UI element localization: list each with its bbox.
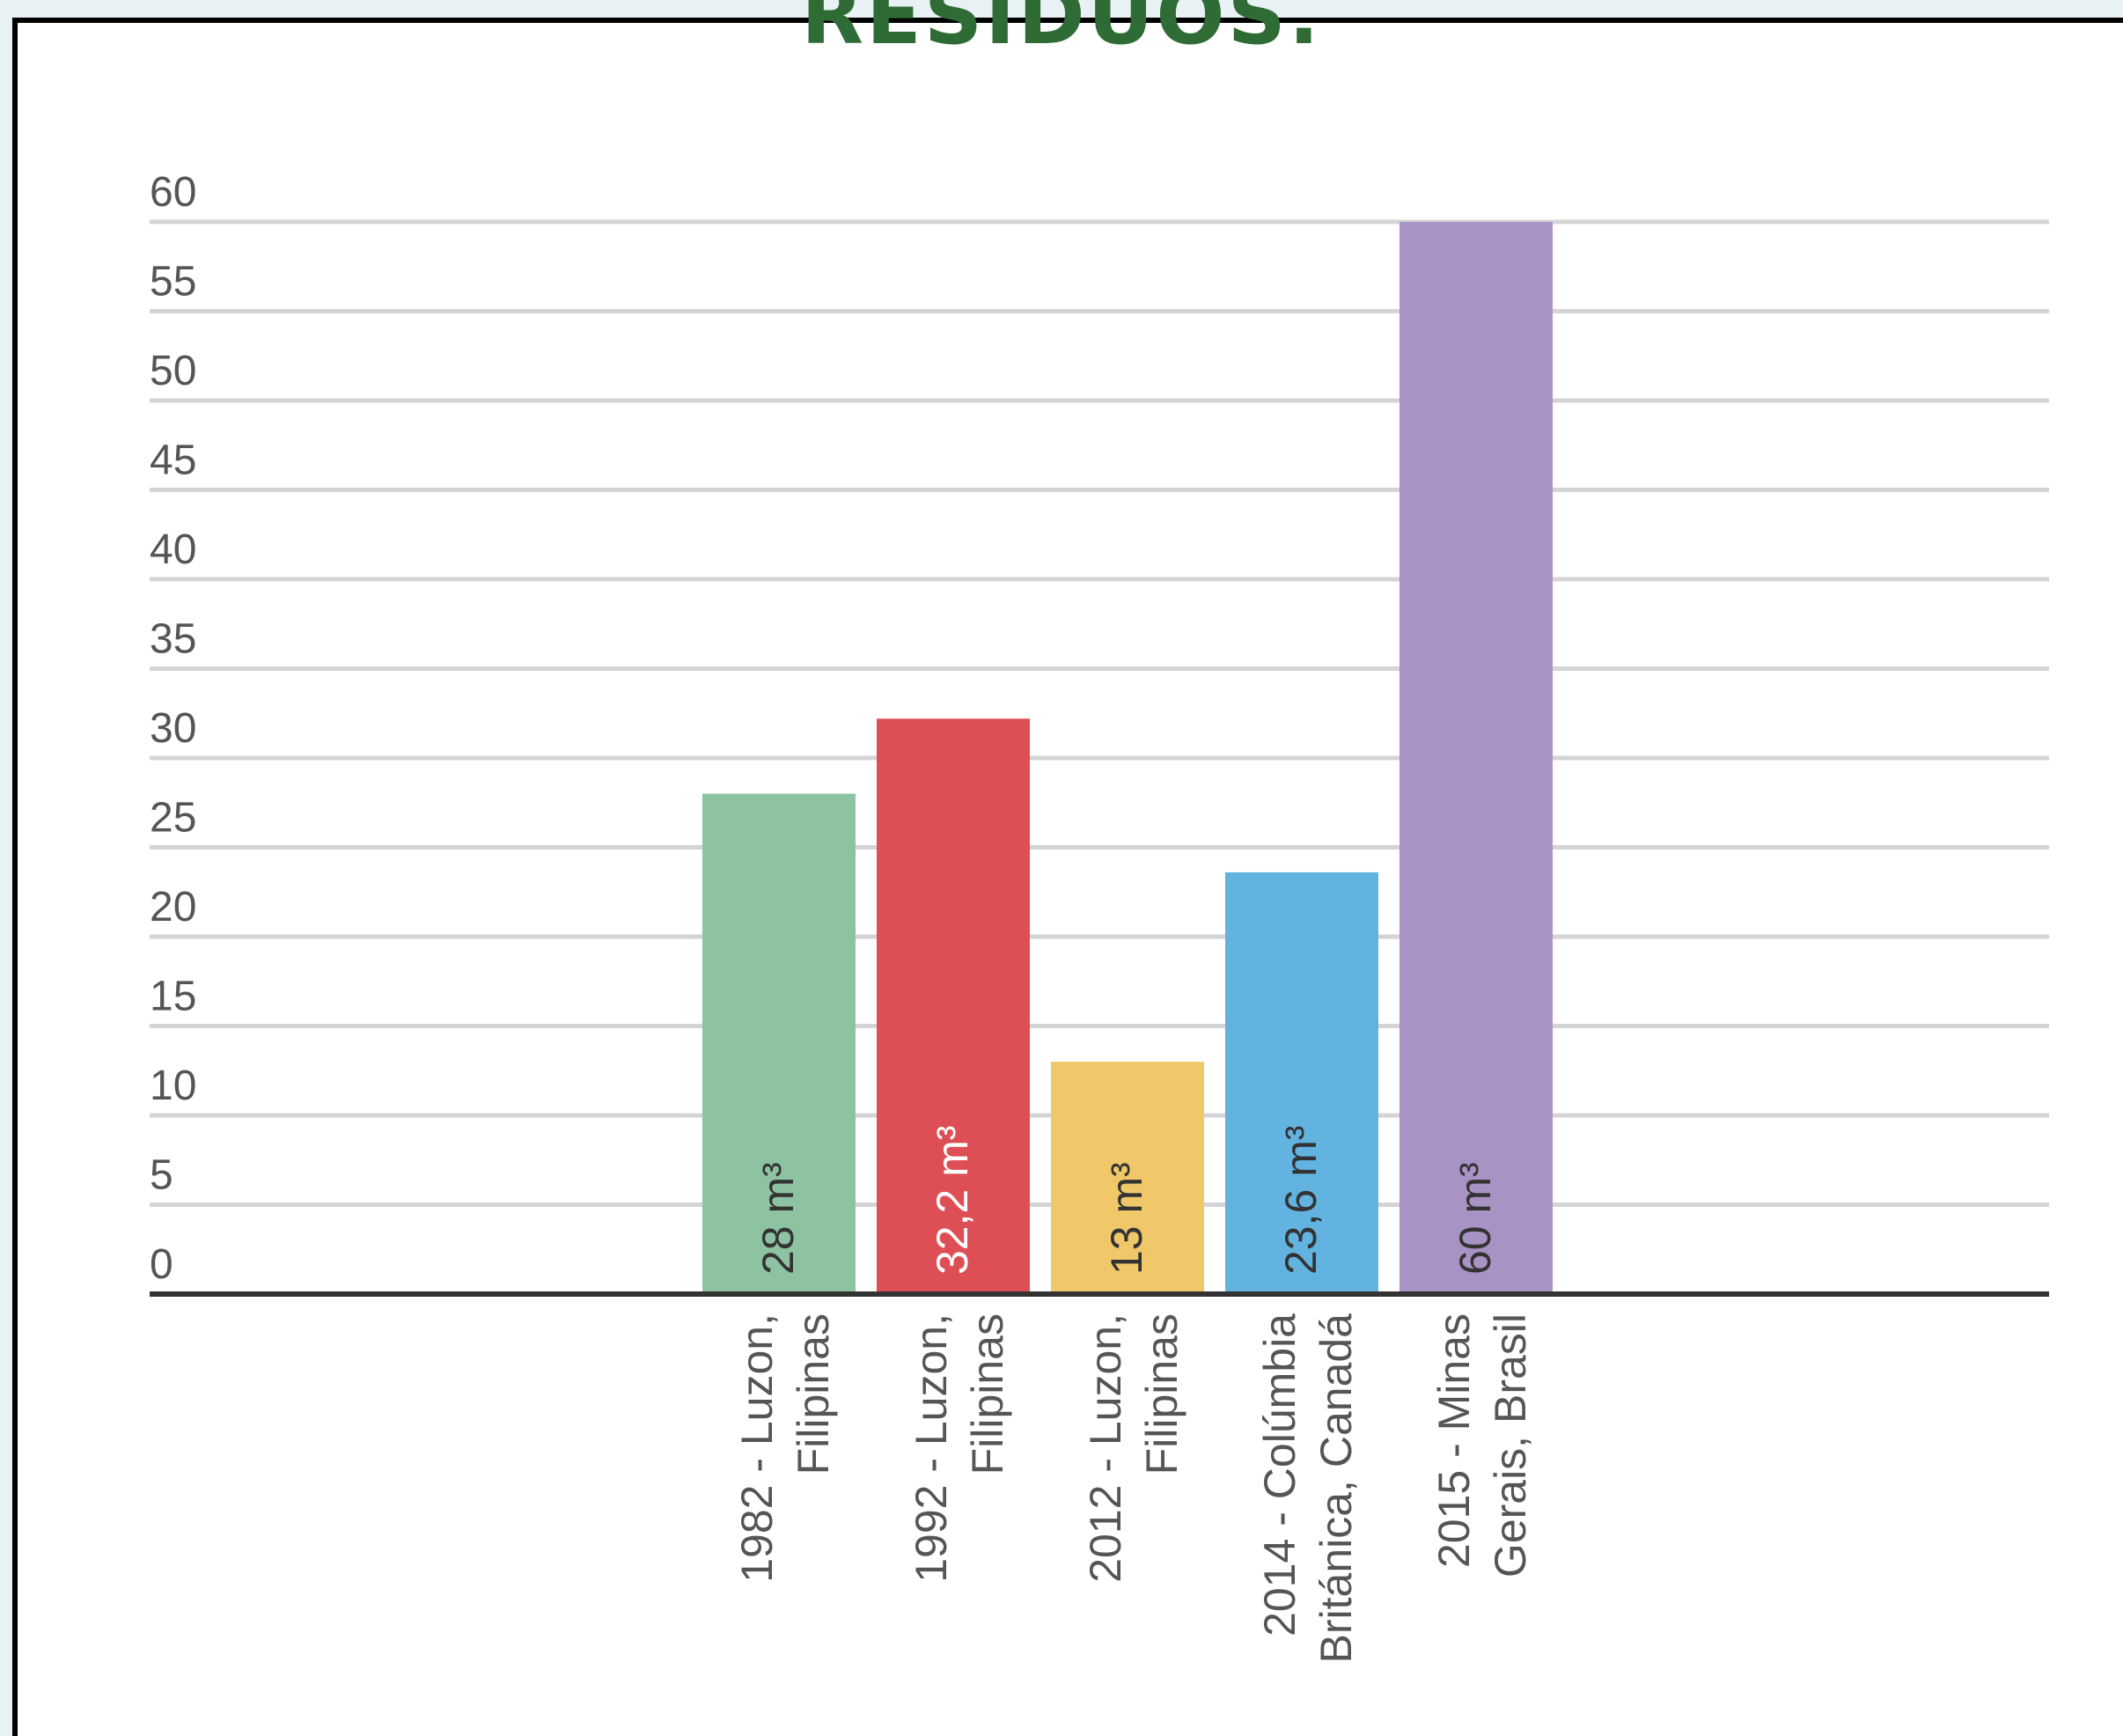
x-category-label: Filipinas	[1137, 1313, 1186, 1475]
bar-value-label: 60 m³	[1451, 1162, 1500, 1275]
y-tick-label: 50	[150, 348, 196, 394]
bar	[702, 793, 856, 1294]
x-category-label: Gerais, Brasil	[1486, 1313, 1535, 1578]
y-tick-label: 0	[150, 1241, 173, 1288]
y-tick-label: 40	[150, 526, 196, 573]
y-tick-label: 10	[150, 1063, 196, 1109]
y-tick-label: 55	[150, 259, 196, 305]
y-tick-label: 20	[150, 884, 196, 931]
gridlines	[150, 219, 2049, 1207]
chart-panel	[12, 18, 2123, 1736]
y-tick-label: 5	[150, 1152, 173, 1199]
x-category-label: 2015 - Minas	[1429, 1313, 1479, 1568]
y-tick-label: 60	[150, 169, 196, 216]
bar	[1051, 1062, 1204, 1294]
x-category-label: 1992 - Luzon,	[907, 1313, 956, 1583]
x-category-label: Británica, Canadá	[1311, 1313, 1361, 1664]
y-tick-label: 35	[150, 616, 196, 663]
bar-value-label: 13 m³	[1102, 1162, 1151, 1275]
y-tick-label: 45	[150, 438, 196, 484]
bar	[877, 718, 1030, 1294]
y-tick-label: 25	[150, 795, 196, 842]
bars: 28 m³ 32,2 m³ 13 m³ 23,6 m³ 60 m³	[702, 222, 1553, 1294]
chart-title: RESÍDUOS.	[801, 0, 1322, 63]
y-tick-label: 30	[150, 705, 196, 752]
bar-value-label: 23,6 m³	[1276, 1125, 1326, 1275]
x-category-label: Filipinas	[963, 1313, 1012, 1475]
bar-value-label: 32,2 m³	[928, 1125, 977, 1275]
bar-value-label: 28 m³	[753, 1162, 803, 1275]
x-category-label: 2012 - Luzon,	[1081, 1313, 1130, 1583]
y-tick-label: 15	[150, 974, 196, 1020]
bar	[1225, 872, 1378, 1294]
x-category-label: Filipinas	[789, 1313, 838, 1475]
x-category-label: 2014 - Colúmbia	[1255, 1313, 1304, 1637]
bar	[1399, 222, 1553, 1294]
x-category-label: 1982 - Luzon,	[732, 1313, 782, 1583]
